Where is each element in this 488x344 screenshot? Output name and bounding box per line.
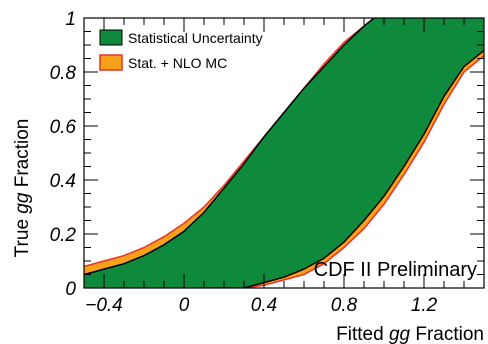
x-tick-label: −0.4 <box>85 295 123 316</box>
band-statistical-uncertainty <box>84 18 484 288</box>
x-axis-title-suffix: Fraction <box>410 324 484 344</box>
legend-swatch-stat-nlo <box>99 54 123 71</box>
band-upper-edge-stat-nlo-mc <box>84 18 377 268</box>
band-lower-edge-statistical-uncertainty <box>210 49 484 288</box>
legend-label-statistical: Statistical Uncertainty <box>128 30 263 46</box>
x-tick-label: 0 <box>179 295 190 316</box>
legend: Statistical Uncertainty Stat. + NLO MC <box>99 29 263 71</box>
y-tick-label: 0 <box>65 279 76 300</box>
x-axis-title-prefix: Fitted <box>336 324 389 344</box>
legend-label-stat-nlo: Stat. + NLO MC <box>128 55 227 71</box>
cdf-preliminary-annotation: CDF II Preliminary <box>314 259 477 281</box>
y-axis-title-emph: gg <box>12 192 33 214</box>
y-axis-title-suffix: Fraction <box>12 119 33 193</box>
band-upper-edge-statistical-uncertainty <box>84 18 375 276</box>
x-axis-title-emph: gg <box>389 324 411 344</box>
x-axis-title: Fitted gg Fraction <box>336 324 484 344</box>
y-axis-title-prefix: True <box>12 214 33 258</box>
y-tick-label: 0.4 <box>50 171 76 192</box>
y-tick-label: 0.2 <box>50 225 77 246</box>
x-tick-label: 0.4 <box>251 295 277 316</box>
tick-labels: −0.4 0 0.4 0.8 1.2 0 0.2 0.4 0.6 0.8 1 <box>50 9 438 316</box>
ticks <box>83 17 485 289</box>
y-tick-label: 0.8 <box>50 63 77 84</box>
y-tick-label: 0.6 <box>50 117 77 138</box>
x-tick-label: 1.2 <box>411 295 438 316</box>
y-axis-title: True gg Fraction <box>12 119 33 258</box>
band-lower-edge-stat-nlo-mc <box>210 55 484 288</box>
bands <box>84 18 484 288</box>
y-tick-label: 1 <box>65 9 76 30</box>
x-tick-label: 0.8 <box>331 295 358 316</box>
legend-swatch-statistical <box>99 29 123 46</box>
